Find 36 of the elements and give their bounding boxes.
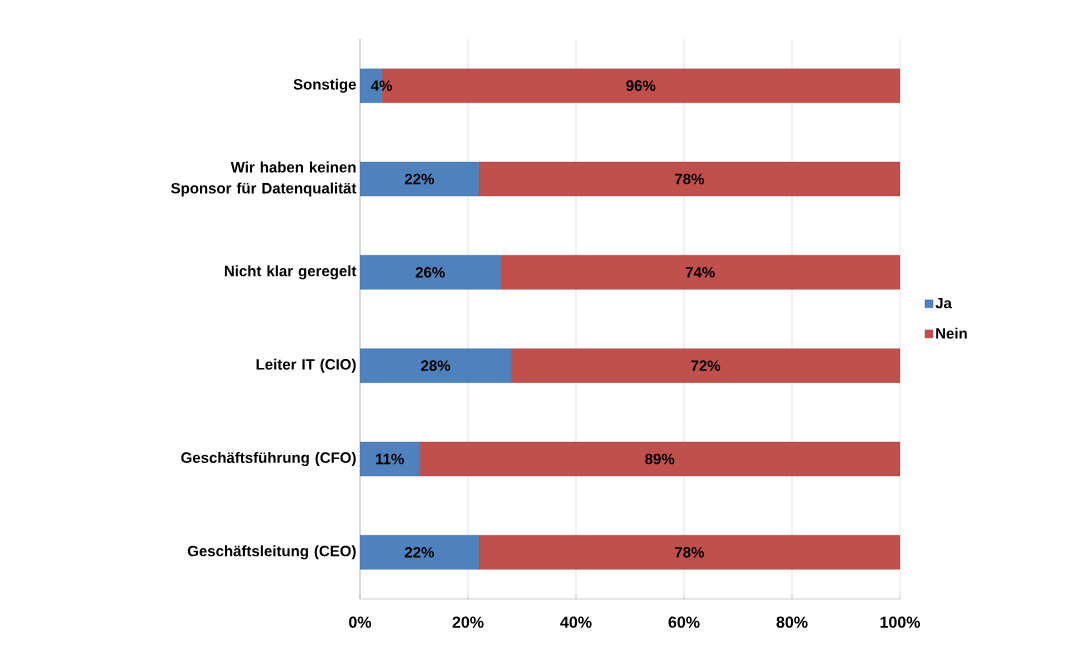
- bar: [360, 441, 420, 477]
- y-tick-label: Wir haben keinen Sponsor für Datenqualität: [171, 161, 357, 197]
- y-tick-label: Sonstige: [293, 78, 356, 93]
- bar: [360, 348, 512, 383]
- y-tick-label: Geschäftsführung (CFO): [181, 451, 356, 467]
- x-tick-label: 40%: [560, 616, 592, 628]
- x-tick-label: 60%: [668, 616, 700, 628]
- data-label: 26%: [415, 267, 445, 278]
- bar: [478, 535, 900, 570]
- legend-label: Ja: [935, 297, 952, 309]
- bar: [419, 441, 900, 477]
- data-label: 22%: [404, 547, 435, 558]
- y-tick-label: Geschäftsleitung (CEO): [187, 545, 356, 560]
- data-label: 96%: [626, 80, 656, 91]
- bar: [360, 161, 479, 197]
- legend-label: Nein: [936, 327, 967, 339]
- x-tick-label: 80%: [776, 616, 808, 628]
- x-tick-label: 0%: [349, 616, 372, 628]
- x-tick-label: 100%: [880, 616, 921, 628]
- y-tick-label: Nicht klar geregelt: [224, 265, 357, 280]
- bar: [511, 348, 900, 383]
- data-label: 78%: [675, 547, 705, 558]
- y-tick-label: Leiter IT (CIO): [256, 358, 356, 373]
- data-label: 78%: [675, 173, 705, 185]
- bar: [360, 255, 501, 290]
- data-label: 74%: [685, 267, 715, 278]
- data-label: 4%: [370, 80, 393, 91]
- data-label: 89%: [645, 453, 675, 465]
- bar: [478, 161, 900, 197]
- data-label: 11%: [376, 453, 404, 465]
- bar: [360, 535, 479, 570]
- data-label: 22%: [404, 173, 435, 185]
- x-tick-label: 20%: [452, 616, 484, 628]
- bar: [500, 255, 900, 290]
- data-label: 28%: [421, 360, 451, 371]
- data-label: 72%: [691, 360, 721, 371]
